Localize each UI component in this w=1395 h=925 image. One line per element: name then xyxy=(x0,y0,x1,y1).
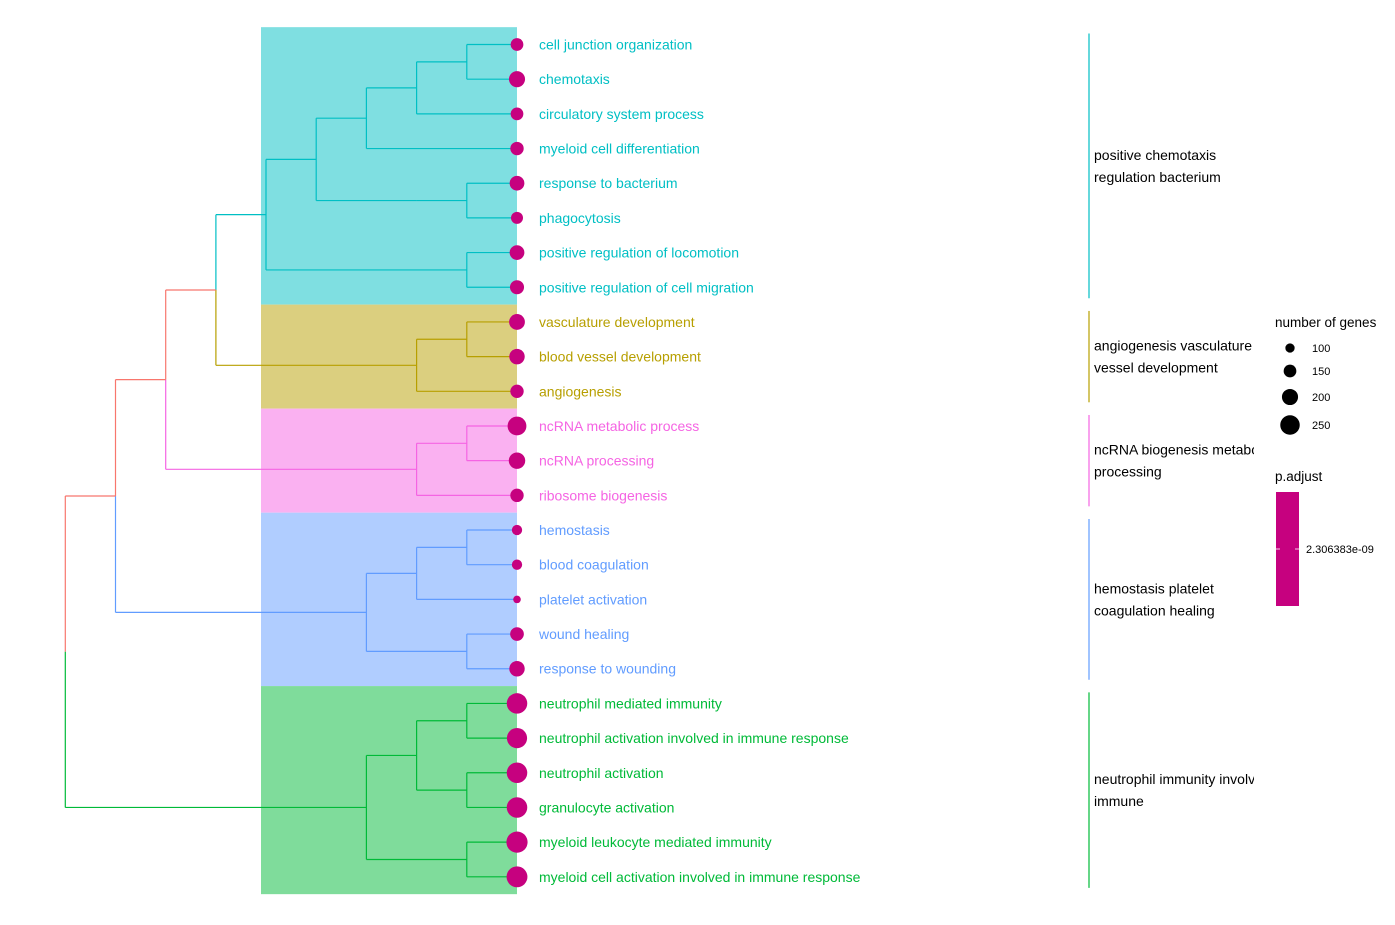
term-dot xyxy=(509,175,525,191)
color-legend-label: 2.306383e-09 xyxy=(1306,544,1374,556)
term-dots xyxy=(506,38,528,888)
term-dot xyxy=(509,280,525,295)
term-labels: cell junction organization chemotaxis circ… xyxy=(538,37,861,885)
cluster-label: coagulation healing xyxy=(1094,602,1215,618)
term-label: neutrophil activation xyxy=(539,765,664,781)
term-label: myeloid cell activation involved in immu… xyxy=(539,869,861,885)
cluster-label: ncRNA biogenesis metabolic xyxy=(1094,442,1272,458)
cluster-label: angiogenesis vasculature xyxy=(1094,338,1252,354)
cluster-label: neutrophil immunity involved xyxy=(1094,771,1271,787)
term-label: cell junction organization xyxy=(539,37,692,53)
cluster-label: hemostasis platelet xyxy=(1094,580,1214,596)
cluster-label: regulation bacterium xyxy=(1094,169,1221,185)
term-label: hemostasis xyxy=(539,522,610,538)
term-dot xyxy=(509,661,525,677)
term-label: blood vessel development xyxy=(539,349,701,365)
term-dot xyxy=(509,245,525,260)
size-legend-title: number of genes xyxy=(1275,315,1377,330)
term-label: positive regulation of locomotion xyxy=(539,245,739,261)
term-label: neutrophil activation involved in immune… xyxy=(539,730,849,746)
size-legend-label: 200 xyxy=(1312,392,1330,404)
term-label: response to bacterium xyxy=(539,175,678,191)
term-dot xyxy=(511,559,523,570)
term-label: positive regulation of cell migration xyxy=(539,279,754,295)
term-dot xyxy=(506,728,528,749)
term-label: ncRNA metabolic process xyxy=(539,418,699,434)
term-label: blood coagulation xyxy=(539,557,649,573)
size-legend-dot xyxy=(1281,388,1299,406)
term-dot xyxy=(510,627,524,641)
term-dot xyxy=(506,831,528,853)
size-legend-dot xyxy=(1285,343,1295,353)
term-label: phagocytosis xyxy=(539,210,621,226)
term-dot xyxy=(506,866,528,888)
term-label: ribosome biogenesis xyxy=(539,487,667,503)
term-label: granulocyte activation xyxy=(539,799,674,815)
term-dot xyxy=(507,416,527,436)
legends: number of genes 100 150 200 250 p.adjust 2.… xyxy=(1275,315,1377,606)
term-label: ncRNA processing xyxy=(539,453,654,469)
term-dot xyxy=(510,384,524,398)
term-dot xyxy=(510,488,524,503)
term-dot xyxy=(513,595,521,604)
cluster-annotations: positive chemotaxis regulation bacterium a… xyxy=(1088,33,1272,888)
term-dot xyxy=(508,71,526,88)
dendrogram xyxy=(64,43,517,878)
term-label: vasculature development xyxy=(539,314,695,330)
cluster-background xyxy=(261,27,517,305)
cluster-background xyxy=(261,686,517,895)
cluster-label: processing xyxy=(1094,464,1162,480)
term-dot xyxy=(509,348,525,365)
color-legend-title: p.adjust xyxy=(1275,469,1323,484)
term-label: neutrophil mediated immunity xyxy=(539,695,722,711)
term-dot xyxy=(510,38,524,51)
size-legend: 100 150 200 250 xyxy=(1280,343,1330,435)
term-dot xyxy=(509,314,525,330)
term-dot xyxy=(508,452,526,469)
cluster-label: positive chemotaxis xyxy=(1094,147,1216,163)
cluster-label: immune xyxy=(1094,793,1144,809)
term-label: chemotaxis xyxy=(539,71,610,87)
cluster-label: vessel development xyxy=(1094,360,1218,376)
size-legend-dot xyxy=(1283,364,1297,378)
size-legend-label: 250 xyxy=(1312,420,1330,432)
term-label: response to wounding xyxy=(539,661,676,677)
term-label: angiogenesis xyxy=(539,383,622,399)
term-dot xyxy=(510,107,524,121)
term-dot xyxy=(506,762,528,784)
term-label: circulatory system process xyxy=(539,106,704,122)
term-label: myeloid leukocyte mediated immunity xyxy=(539,834,772,850)
term-dot xyxy=(506,693,528,714)
color-legend-bar xyxy=(1276,492,1299,606)
term-dot xyxy=(511,524,523,536)
term-label: myeloid cell differentiation xyxy=(539,141,700,157)
term-label: wound healing xyxy=(538,626,629,642)
size-legend-label: 100 xyxy=(1312,343,1330,355)
term-dot xyxy=(506,797,528,818)
size-legend-label: 150 xyxy=(1312,366,1330,378)
size-legend-dot xyxy=(1280,415,1300,435)
term-dot xyxy=(510,141,524,156)
term-label: platelet activation xyxy=(539,591,647,607)
term-dot xyxy=(510,211,524,224)
